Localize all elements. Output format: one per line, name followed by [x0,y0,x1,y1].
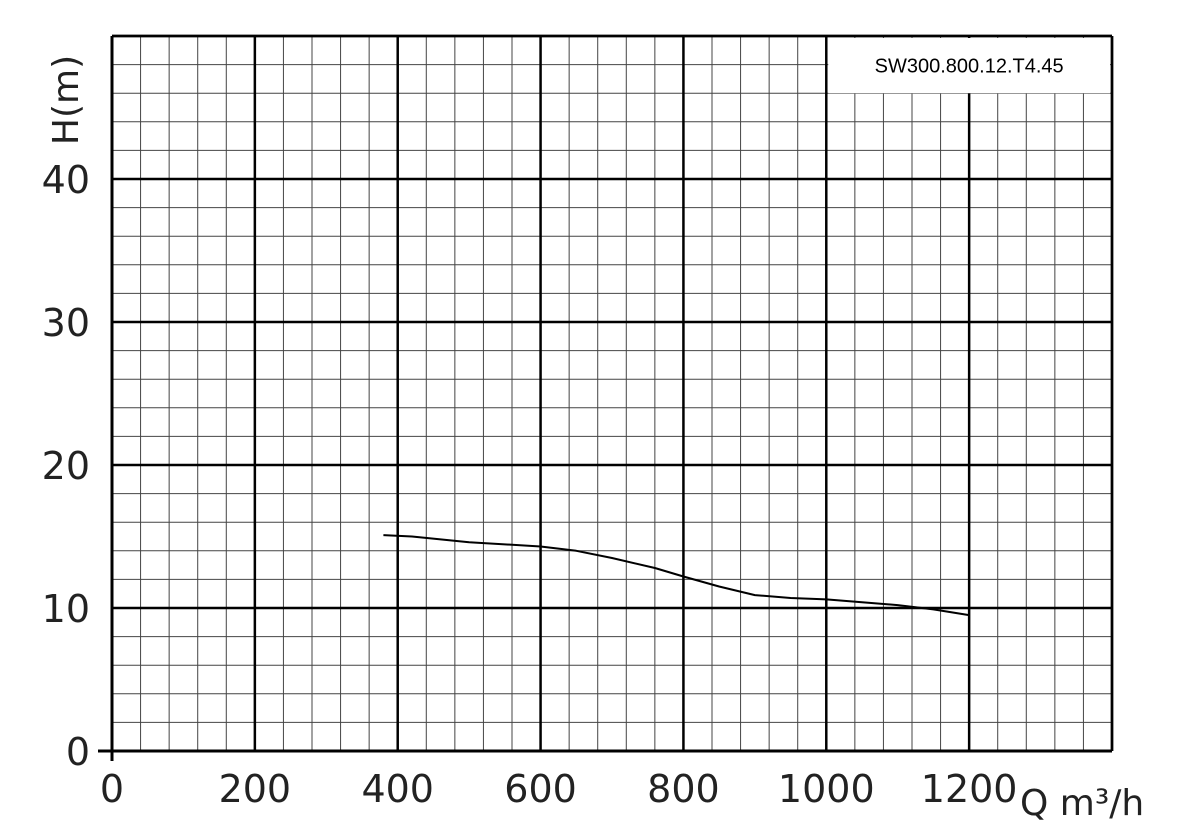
model-label-box: SW300.800.12.T4.45 [828,38,1110,94]
y-axis-title: H(m) [46,55,87,145]
y-tick-label: 40 [42,158,90,202]
x-tick-label: 200 [219,767,292,811]
model-label: SW300.800.12.T4.45 [875,56,1064,78]
x-tick-label: 800 [647,767,720,811]
minor-grid [111,35,1113,752]
x-tick-label: 600 [504,767,577,811]
y-tick-label: 20 [42,444,90,488]
head-curve [383,534,970,617]
major-grid [110,34,1114,753]
x-tick-label: 400 [361,767,434,811]
y-tick-label: 30 [42,301,90,345]
x-tick-label: 0 [100,767,124,811]
x-axis-title: Q m³/h [1020,783,1144,824]
y-tick-labels: 0 10 20 30 40 [42,158,90,774]
x-tick-labels: 0 200 400 600 800 1000 1200 [100,767,1018,811]
x-tick-label: 1000 [778,767,875,811]
axes [98,34,1114,761]
y-tick-label: 10 [42,587,90,631]
y-tick-label: 0 [66,730,90,774]
x-tick-label: 1200 [921,767,1018,811]
